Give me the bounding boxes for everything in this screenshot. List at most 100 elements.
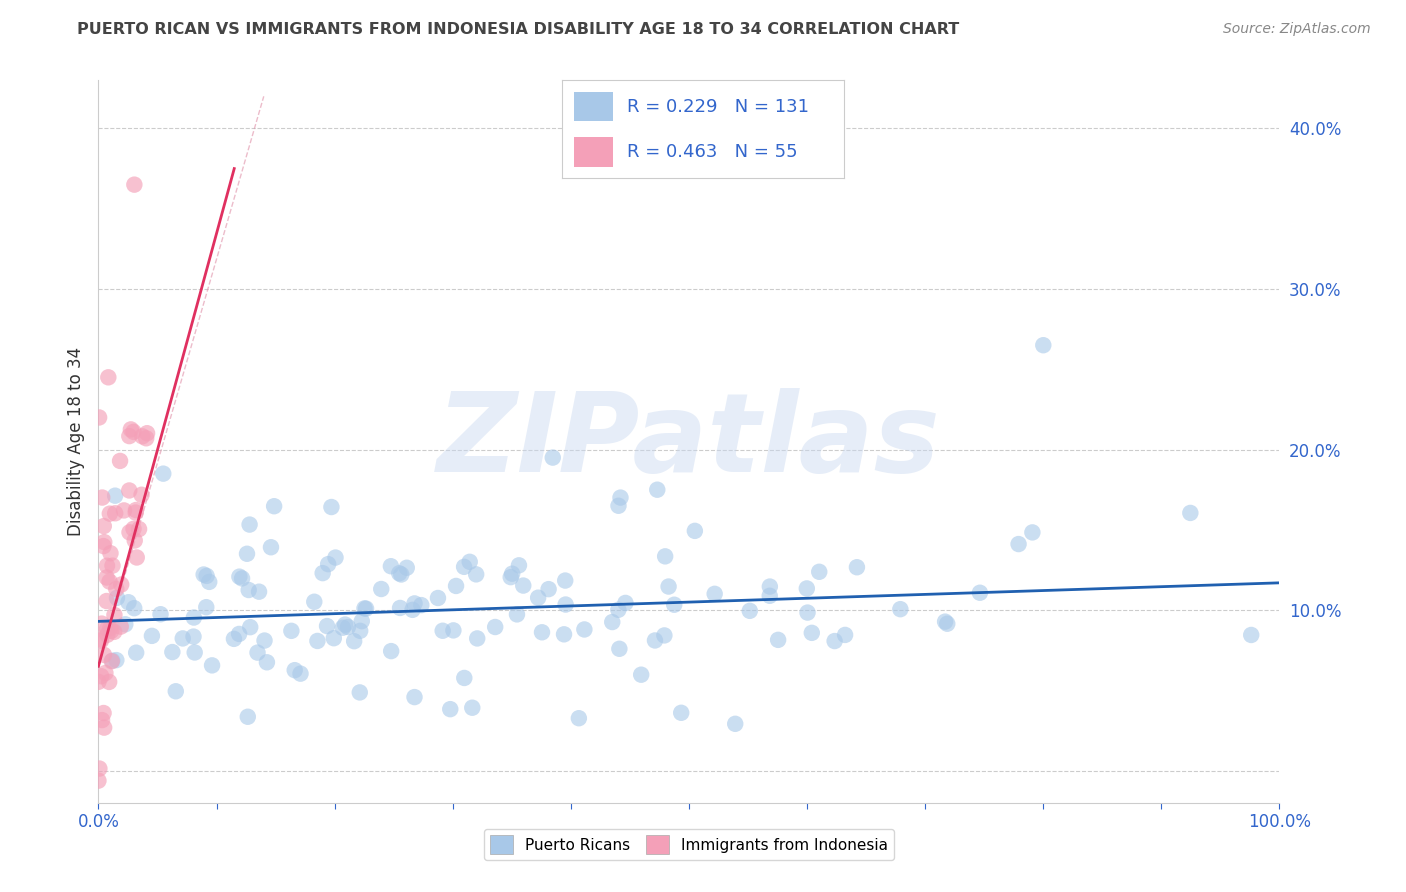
Point bbox=[93, 706, 115, 720]
Point bbox=[108, 454, 131, 468]
Point bbox=[758, 589, 780, 603]
Point bbox=[426, 591, 449, 605]
Point bbox=[94, 665, 117, 680]
Point bbox=[316, 557, 339, 571]
Point bbox=[609, 491, 631, 505]
Point bbox=[607, 603, 630, 617]
Y-axis label: Disability Age 18 to 34: Disability Age 18 to 34 bbox=[66, 347, 84, 536]
Point bbox=[349, 685, 371, 699]
Point bbox=[1007, 537, 1029, 551]
Point bbox=[98, 574, 121, 589]
Point bbox=[112, 503, 135, 517]
Point bbox=[453, 671, 475, 685]
Point bbox=[96, 570, 118, 584]
Point bbox=[183, 630, 205, 644]
Point bbox=[91, 713, 114, 727]
Point bbox=[969, 586, 991, 600]
Point bbox=[724, 716, 747, 731]
Point bbox=[110, 577, 132, 591]
Point bbox=[231, 571, 253, 585]
Point bbox=[465, 632, 488, 646]
Point bbox=[458, 555, 481, 569]
Point bbox=[100, 624, 122, 638]
Point bbox=[444, 579, 467, 593]
Point bbox=[512, 578, 534, 592]
Point bbox=[343, 634, 366, 648]
Point bbox=[332, 621, 354, 635]
Point bbox=[609, 641, 631, 656]
Point bbox=[93, 648, 115, 662]
Point bbox=[96, 594, 118, 608]
Point bbox=[90, 632, 112, 647]
Point bbox=[98, 674, 121, 689]
Point bbox=[162, 645, 184, 659]
Point bbox=[404, 596, 426, 610]
Point bbox=[284, 663, 307, 677]
Point bbox=[353, 601, 375, 615]
Point bbox=[845, 560, 868, 574]
Point bbox=[222, 632, 245, 646]
Point bbox=[98, 621, 121, 635]
Point bbox=[97, 370, 120, 384]
Point bbox=[228, 569, 250, 583]
Point bbox=[236, 710, 259, 724]
Point bbox=[96, 628, 118, 642]
Point bbox=[131, 488, 153, 502]
Point bbox=[439, 702, 461, 716]
Point bbox=[389, 601, 412, 615]
Point bbox=[131, 429, 153, 443]
Point bbox=[152, 467, 174, 481]
Point bbox=[87, 674, 110, 689]
Point bbox=[703, 587, 725, 601]
Point bbox=[644, 633, 666, 648]
Point bbox=[380, 559, 402, 574]
Point bbox=[201, 658, 224, 673]
Point bbox=[87, 773, 110, 788]
Point bbox=[125, 550, 148, 565]
Point bbox=[354, 601, 377, 615]
Point bbox=[388, 566, 411, 581]
Point bbox=[110, 619, 132, 633]
Point bbox=[100, 654, 122, 668]
Point bbox=[101, 654, 124, 668]
Point bbox=[141, 629, 163, 643]
Point bbox=[889, 602, 911, 616]
Text: Source: ZipAtlas.com: Source: ZipAtlas.com bbox=[1223, 22, 1371, 37]
Point bbox=[128, 522, 150, 536]
Point bbox=[98, 507, 121, 521]
Point bbox=[183, 610, 205, 624]
Point bbox=[1021, 525, 1043, 540]
Point bbox=[630, 667, 652, 681]
Point bbox=[290, 666, 312, 681]
Point bbox=[541, 450, 564, 465]
Point bbox=[135, 431, 157, 445]
Point bbox=[87, 410, 110, 425]
Text: ZIPatlas: ZIPatlas bbox=[437, 388, 941, 495]
Point bbox=[658, 580, 681, 594]
Point bbox=[506, 607, 529, 622]
Point bbox=[645, 483, 668, 497]
Point bbox=[766, 632, 789, 647]
Point bbox=[118, 483, 141, 498]
Point bbox=[247, 584, 270, 599]
Text: R = 0.463   N = 55: R = 0.463 N = 55 bbox=[627, 143, 797, 161]
Point bbox=[239, 620, 262, 634]
Point bbox=[349, 624, 371, 638]
Point bbox=[1032, 338, 1054, 352]
Point bbox=[195, 600, 218, 615]
Point bbox=[90, 669, 112, 683]
Point bbox=[664, 598, 686, 612]
Point bbox=[89, 762, 111, 776]
Point bbox=[105, 591, 128, 605]
Point bbox=[165, 684, 187, 698]
Point bbox=[370, 582, 392, 596]
Point bbox=[404, 690, 426, 704]
Point bbox=[1180, 506, 1202, 520]
Point bbox=[93, 535, 115, 549]
Point bbox=[183, 645, 205, 659]
Point bbox=[796, 606, 818, 620]
Point bbox=[465, 567, 488, 582]
Point bbox=[90, 616, 112, 631]
Point bbox=[118, 525, 141, 540]
Point bbox=[325, 550, 347, 565]
